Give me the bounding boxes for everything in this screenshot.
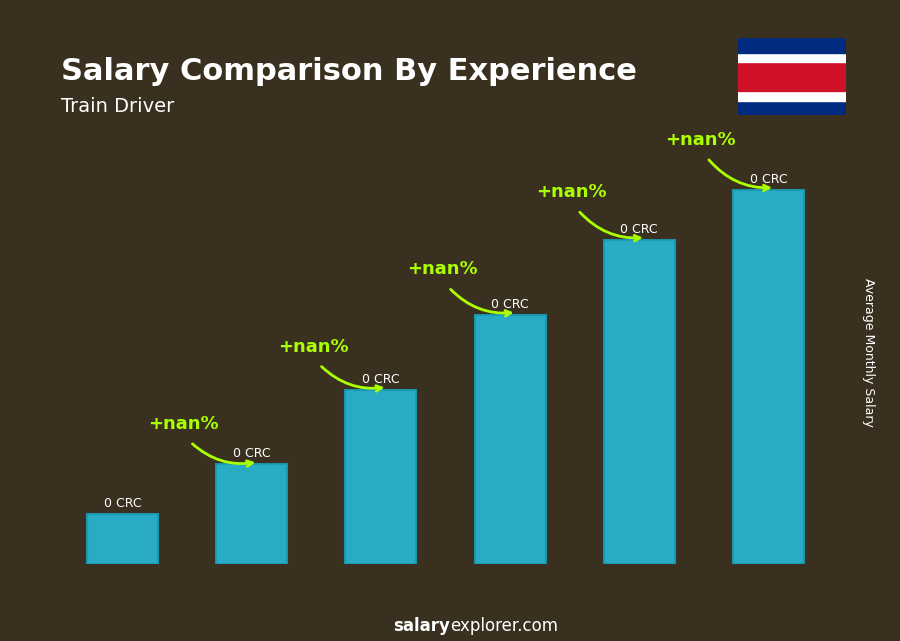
Bar — [216, 464, 287, 564]
Bar — [738, 53, 846, 63]
Text: +nan%: +nan% — [148, 415, 220, 433]
Text: explorer.com: explorer.com — [450, 617, 558, 635]
Bar — [738, 38, 846, 53]
Bar — [87, 514, 158, 564]
Bar — [346, 390, 417, 564]
Text: Salary Comparison By Experience: Salary Comparison By Experience — [61, 57, 637, 86]
Text: salary: salary — [393, 617, 450, 635]
Bar — [738, 62, 846, 91]
Bar — [604, 240, 675, 564]
Bar — [733, 190, 804, 564]
Text: 0 CRC: 0 CRC — [620, 223, 658, 236]
Text: +nan%: +nan% — [278, 338, 348, 356]
Text: +nan%: +nan% — [665, 131, 736, 149]
Text: 0 CRC: 0 CRC — [104, 497, 141, 510]
Text: 0 CRC: 0 CRC — [750, 173, 788, 186]
Text: Train Driver: Train Driver — [61, 97, 175, 117]
Text: +nan%: +nan% — [407, 260, 478, 278]
Bar — [738, 101, 846, 115]
Text: 0 CRC: 0 CRC — [362, 372, 400, 386]
Text: +nan%: +nan% — [536, 183, 607, 201]
Text: 0 CRC: 0 CRC — [233, 447, 271, 460]
Text: 0 CRC: 0 CRC — [491, 298, 529, 311]
Bar — [738, 91, 846, 101]
Bar — [474, 315, 545, 564]
Text: Average Monthly Salary: Average Monthly Salary — [862, 278, 875, 427]
